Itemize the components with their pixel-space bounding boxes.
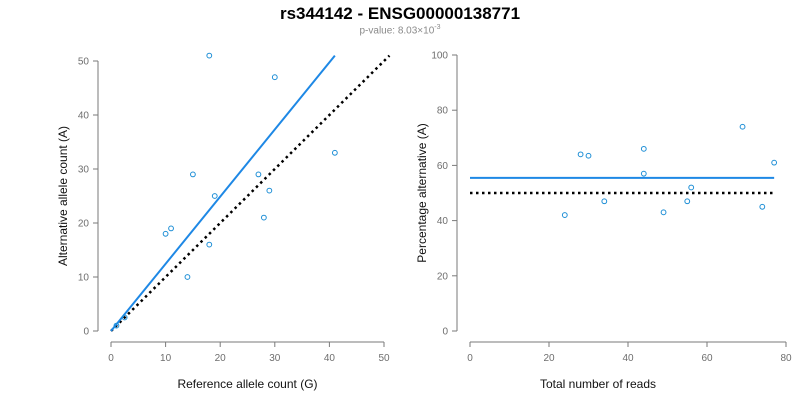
pvalue-subtitle: p-value: 8.03×10-3 xyxy=(0,24,800,36)
panel1-reference-line xyxy=(110,54,391,332)
panel2-data-point xyxy=(601,198,608,205)
panel1-data-point xyxy=(113,322,120,329)
panel2-x-tick-label: 60 xyxy=(701,353,713,364)
panel1-x-tick-label: 40 xyxy=(324,353,336,364)
panel1-data-point xyxy=(260,214,267,221)
panel1-y-tick-label: 10 xyxy=(78,273,90,284)
panel1-y-axis-label: Alternative allele count (A) xyxy=(56,126,70,266)
panel1-x-tick-label: 0 xyxy=(108,353,114,364)
panel2-data-point xyxy=(660,209,667,216)
pvalue-exponent: -3 xyxy=(434,24,441,31)
panel2-y-axis-label: Percentage alternative (A) xyxy=(415,123,429,262)
panel1-data-point xyxy=(206,52,213,59)
panel1-data-point xyxy=(266,187,273,194)
panel2-data-point xyxy=(739,123,746,130)
panel2-y-tick-label: 60 xyxy=(437,161,449,172)
panel2-data-point xyxy=(585,152,592,159)
panel1-data-point xyxy=(255,171,262,178)
chart-title: rs344142 - ENSG00000138771 xyxy=(279,4,521,23)
panel2-data-point xyxy=(759,203,766,210)
panel2-data-point xyxy=(640,170,647,177)
panel1-x-tick-label: 10 xyxy=(160,353,172,364)
panel2-y-tick-label: 80 xyxy=(437,106,449,117)
panel2-y-tick-label: 100 xyxy=(431,51,448,62)
panel2-data-point xyxy=(577,151,584,158)
panel2-y-tick-label: 0 xyxy=(442,327,448,338)
panel2-x-axis-label: Total number of reads xyxy=(540,377,656,391)
panel1-data-point xyxy=(206,241,213,248)
panel2-x-tick-label: 40 xyxy=(622,353,634,364)
panel2-data-point xyxy=(684,198,691,205)
panel2-y-tick-label: 20 xyxy=(437,271,449,282)
allele-count-panel: 0 10 20 30 40 50 0 10 20 30 40 50 Reference allele c… xyxy=(56,52,391,391)
panel1-data-point xyxy=(121,314,128,321)
panel1-data-point xyxy=(184,274,191,280)
panel1-data-point xyxy=(271,74,278,81)
panel1-x-axis-label: Reference allele count (G) xyxy=(177,377,317,391)
panel1-data-point xyxy=(162,230,169,237)
panel1-y-tick-label: 30 xyxy=(78,165,90,176)
panel1-data-point xyxy=(190,171,196,178)
panel1-x-tick-label: 20 xyxy=(215,353,227,364)
panel1-data-point xyxy=(331,149,338,156)
panel1-y-tick-label: 20 xyxy=(78,219,90,230)
pvalue-text: p-value: 8.03×10 xyxy=(359,25,435,37)
panel2-x-tick-label: 80 xyxy=(780,353,792,364)
percentage-panel: 0 20 40 60 80 0 20 40 60 80 100 Total number of rea… xyxy=(415,51,792,392)
panel1-x-tick-label: 50 xyxy=(378,353,390,364)
panel2-data-point xyxy=(688,184,695,191)
panel1-x-tick-label: 30 xyxy=(269,353,281,364)
panel1-data-point xyxy=(168,225,174,232)
panel1-data-point xyxy=(211,193,218,199)
panel1-y-tick-label: 40 xyxy=(78,111,90,122)
panel2-x-tick-label: 0 xyxy=(467,353,473,364)
panel2-x-tick-label: 20 xyxy=(543,353,555,364)
panel2-data-point xyxy=(640,145,647,152)
panel1-y-tick-label: 0 xyxy=(83,327,89,338)
panel1-fit-line xyxy=(110,54,336,332)
panel2-data-point xyxy=(561,212,568,218)
panel2-data-point xyxy=(771,159,778,166)
panel2-y-tick-label: 40 xyxy=(437,216,449,227)
panel1-y-tick-label: 50 xyxy=(78,57,90,68)
